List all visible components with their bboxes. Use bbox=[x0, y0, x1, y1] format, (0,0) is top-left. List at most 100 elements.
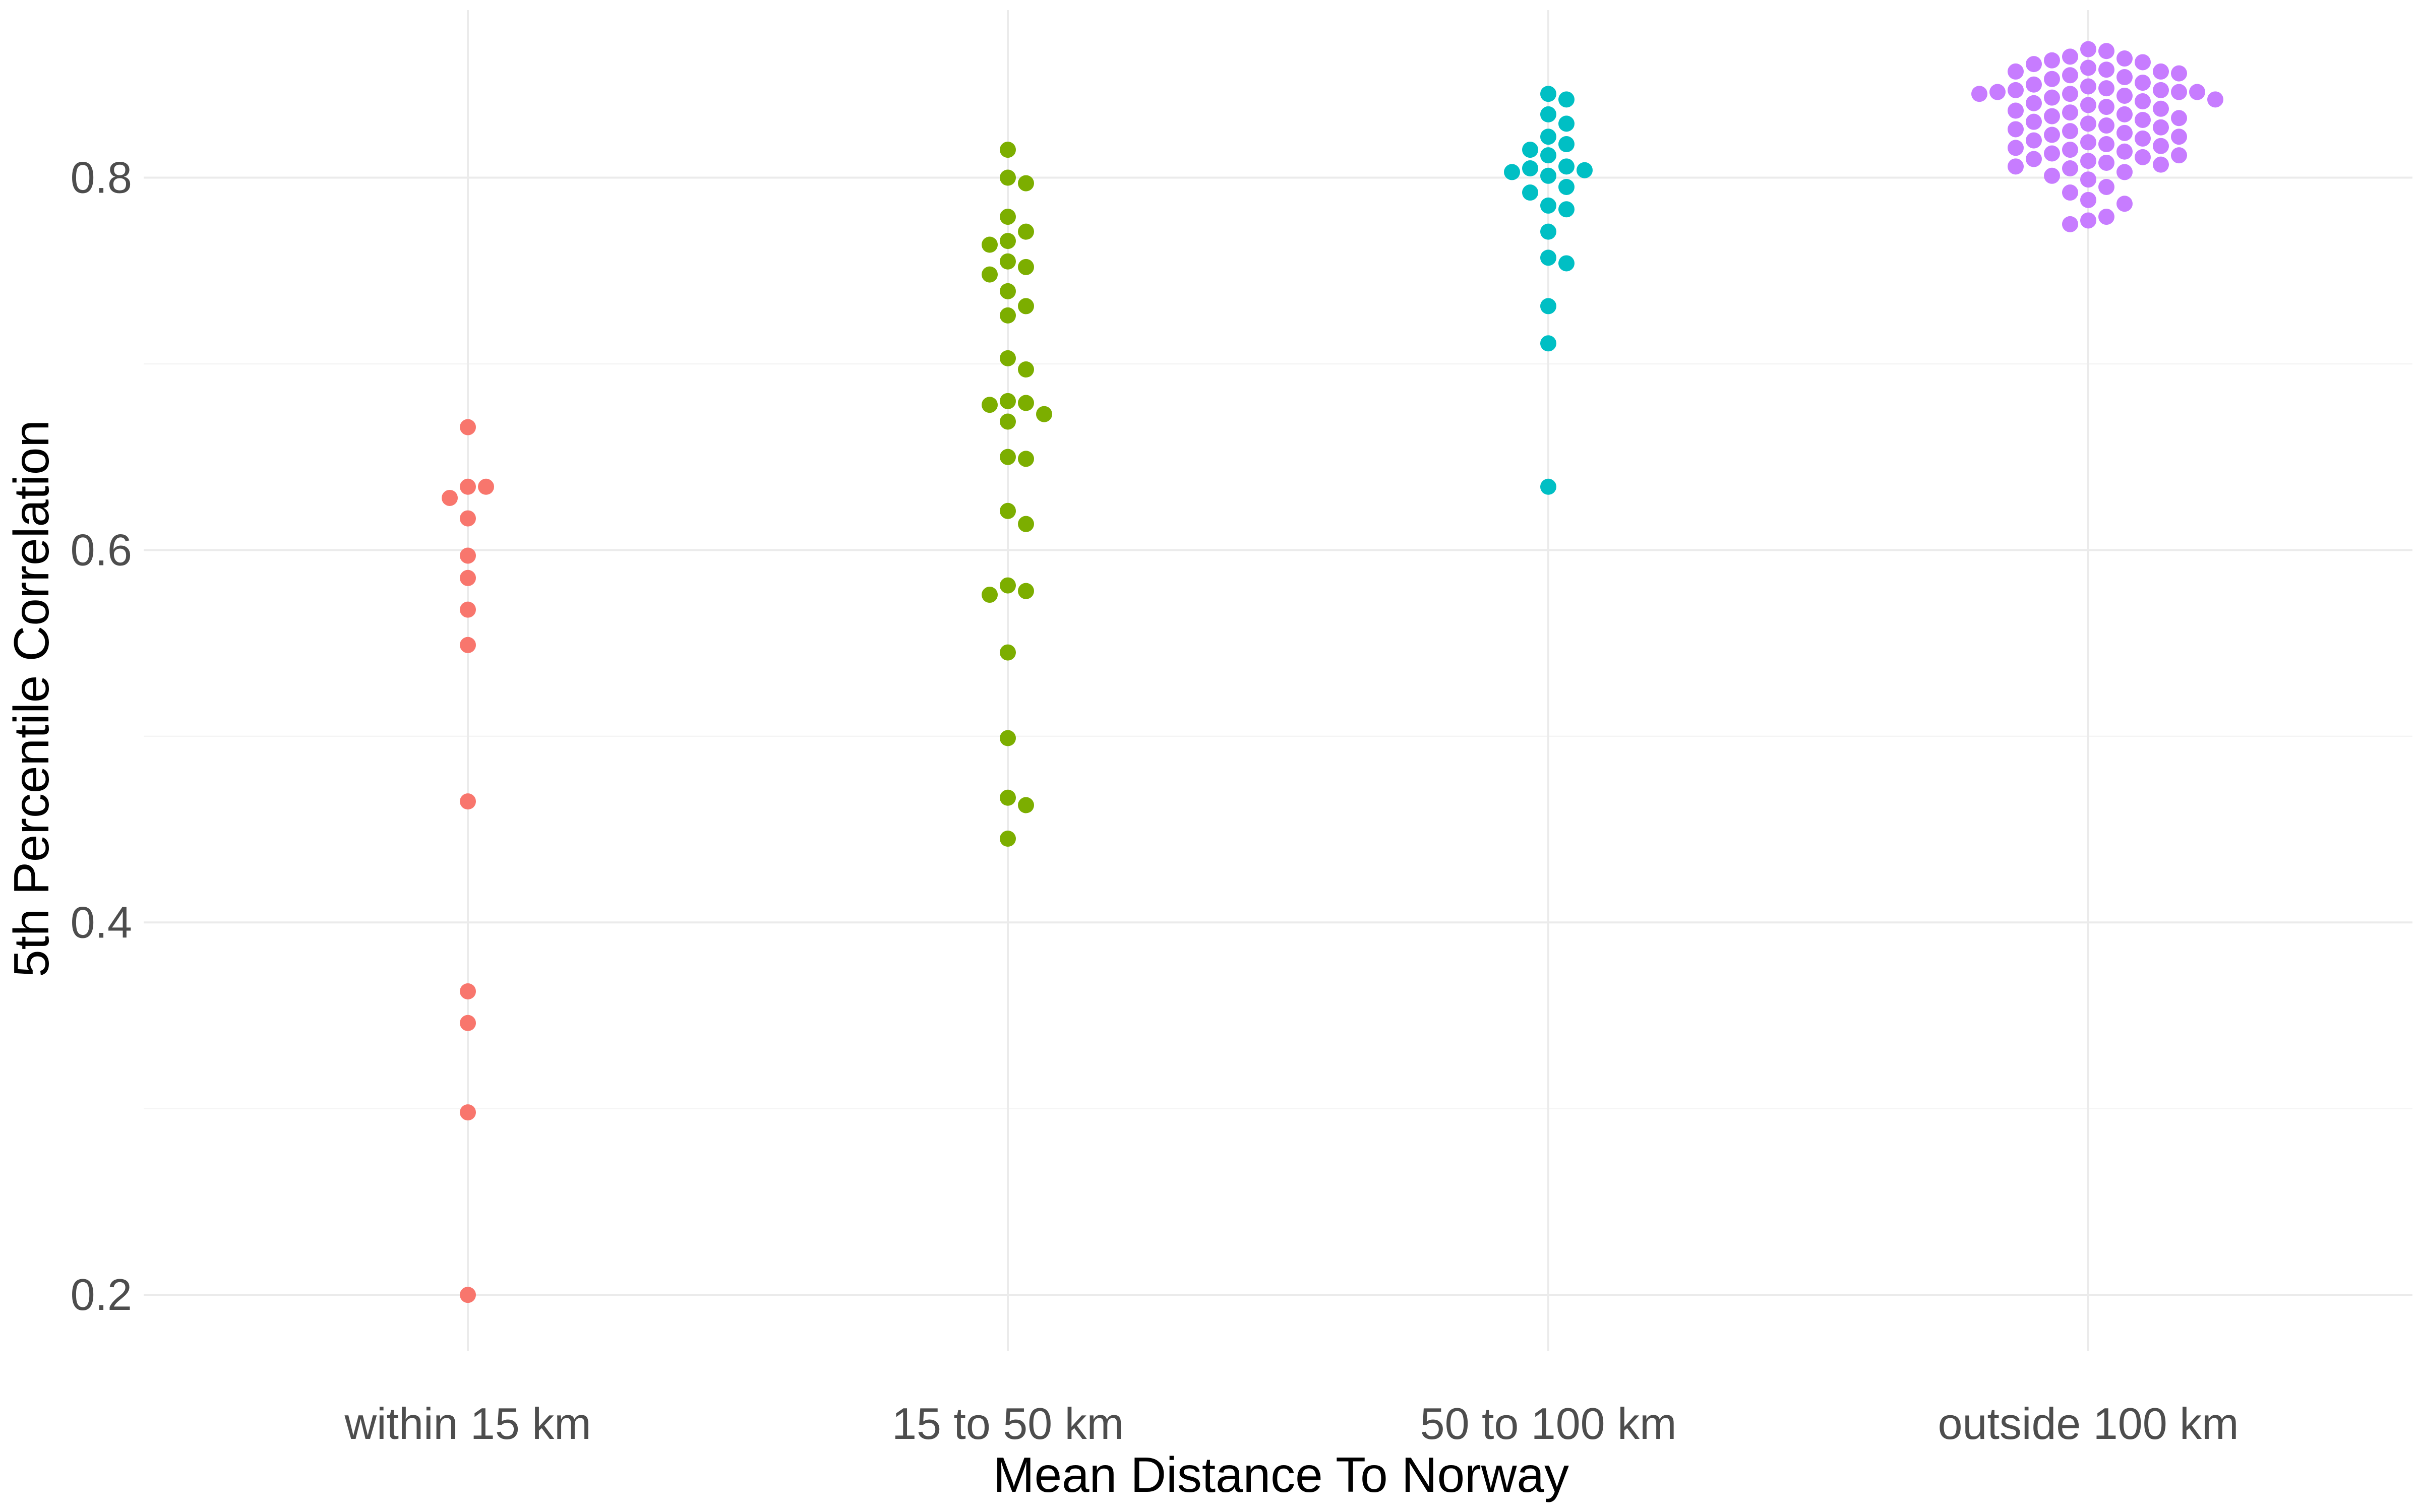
x-axis-tick-labels: within 15 km 15 to 50 km 50 to 100 km outsi… bbox=[344, 1399, 2238, 1448]
data-point bbox=[2116, 196, 2133, 212]
data-point bbox=[2116, 106, 2133, 122]
data-point bbox=[1000, 209, 1016, 225]
data-point bbox=[2171, 84, 2187, 100]
data-point bbox=[460, 570, 476, 586]
data-point bbox=[1000, 142, 1016, 158]
data-point bbox=[460, 793, 476, 810]
data-point bbox=[1000, 283, 1016, 299]
data-point bbox=[2080, 59, 2096, 76]
data-point bbox=[2008, 82, 2024, 98]
data-point bbox=[460, 637, 476, 653]
data-point bbox=[1000, 502, 1016, 519]
data-point bbox=[1540, 298, 1556, 314]
data-point bbox=[2135, 149, 2151, 165]
data-point bbox=[2044, 71, 2060, 87]
data-point bbox=[2153, 119, 2169, 136]
data-point bbox=[982, 587, 998, 603]
data-point bbox=[460, 547, 476, 564]
data-point bbox=[2026, 132, 2042, 149]
data-point bbox=[1000, 253, 1016, 270]
data-point bbox=[2008, 102, 2024, 119]
y-axis-tick-labels: 0.2 0.4 0.6 0.8 bbox=[71, 153, 132, 1320]
data-point bbox=[2171, 65, 2187, 82]
data-point bbox=[2062, 184, 2078, 201]
data-point bbox=[1000, 577, 1016, 594]
x-tick-label: 50 to 100 km bbox=[1420, 1399, 1677, 1448]
data-point bbox=[2080, 78, 2096, 95]
data-point bbox=[2044, 89, 2060, 106]
data-point bbox=[2098, 136, 2114, 152]
data-point bbox=[1558, 178, 1575, 195]
data-point bbox=[1558, 201, 1575, 218]
data-point bbox=[1558, 91, 1575, 108]
y-tick-label: 0.2 bbox=[71, 1270, 132, 1319]
data-point bbox=[1540, 223, 1556, 240]
data-point bbox=[1558, 255, 1575, 272]
data-point bbox=[2080, 41, 2096, 57]
data-point bbox=[1000, 730, 1016, 746]
x-axis-title: Mean Distance To Norway bbox=[993, 1447, 1569, 1502]
data-point bbox=[2171, 147, 2187, 164]
y-tick-label: 0.4 bbox=[71, 897, 132, 947]
data-point bbox=[478, 478, 494, 495]
data-point bbox=[2116, 50, 2133, 67]
data-point bbox=[2080, 153, 2096, 169]
data-point bbox=[982, 266, 998, 283]
data-point bbox=[1018, 451, 1034, 467]
data-point bbox=[2098, 99, 2114, 115]
data-point bbox=[2062, 86, 2078, 102]
data-point bbox=[2207, 91, 2223, 108]
data-point bbox=[1018, 797, 1034, 813]
data-point bbox=[2098, 43, 2114, 59]
data-point bbox=[1558, 115, 1575, 132]
data-point bbox=[2135, 111, 2151, 128]
data-point bbox=[1971, 86, 1987, 102]
data-point bbox=[1018, 259, 1034, 275]
data-point bbox=[2116, 164, 2133, 180]
data-point bbox=[1018, 516, 1034, 532]
data-point bbox=[1018, 395, 1034, 411]
data-point bbox=[2044, 108, 2060, 124]
data-point bbox=[1540, 249, 1556, 266]
grid-lines bbox=[144, 10, 2412, 1351]
data-point bbox=[2008, 140, 2024, 156]
data-point bbox=[2171, 129, 2187, 145]
data-point bbox=[2026, 95, 2042, 111]
data-point bbox=[1000, 307, 1016, 324]
data-point bbox=[460, 510, 476, 527]
data-point bbox=[1000, 233, 1016, 249]
data-point bbox=[2098, 209, 2114, 225]
data-point bbox=[2153, 156, 2169, 173]
data-point bbox=[2044, 52, 2060, 69]
data-point bbox=[2153, 82, 2169, 98]
data-point bbox=[2062, 142, 2078, 158]
data-point bbox=[2171, 110, 2187, 127]
data-point bbox=[2044, 145, 2060, 162]
data-point bbox=[460, 601, 476, 618]
data-point bbox=[2062, 67, 2078, 84]
data-point bbox=[2026, 76, 2042, 93]
data-point bbox=[982, 397, 998, 413]
data-point bbox=[2189, 84, 2205, 100]
data-point bbox=[2135, 130, 2151, 147]
data-point bbox=[1000, 449, 1016, 465]
data-point bbox=[1577, 162, 1593, 178]
data-point bbox=[460, 419, 476, 435]
data-point bbox=[2116, 69, 2133, 85]
data-point bbox=[460, 983, 476, 999]
data-point bbox=[2008, 63, 2024, 80]
data-point bbox=[2153, 63, 2169, 80]
data-point bbox=[1000, 393, 1016, 409]
data-point bbox=[982, 236, 998, 253]
data-point bbox=[1540, 167, 1556, 184]
data-point bbox=[1000, 350, 1016, 366]
data-point bbox=[2098, 61, 2114, 78]
data-point bbox=[2062, 123, 2078, 140]
data-points bbox=[442, 41, 2223, 1303]
x-tick-label: 15 to 50 km bbox=[892, 1399, 1124, 1448]
data-point bbox=[1558, 136, 1575, 152]
data-point bbox=[460, 1104, 476, 1121]
data-point bbox=[2062, 216, 2078, 232]
data-point bbox=[1540, 478, 1556, 495]
data-point bbox=[1000, 413, 1016, 430]
